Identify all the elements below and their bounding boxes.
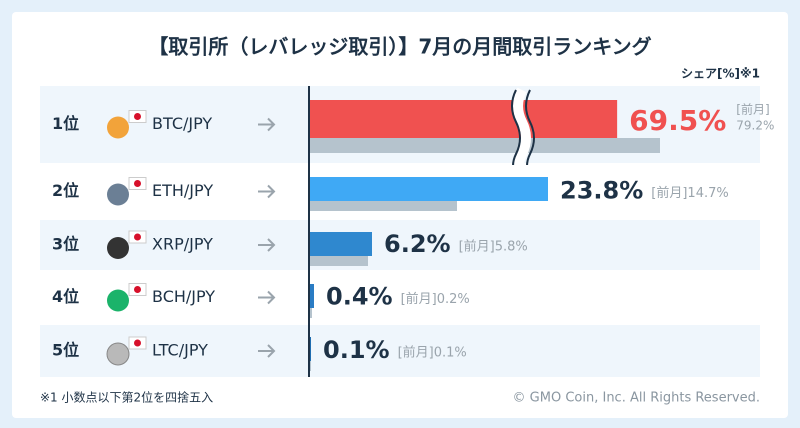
prev-name: [前月] [459, 239, 495, 255]
bar [310, 177, 548, 201]
coin-icon [107, 289, 129, 312]
value-label: 6.2% [384, 230, 451, 258]
prev-name: [前月] [398, 345, 434, 361]
coin-icon [106, 342, 130, 366]
prev-bar [310, 308, 312, 318]
coin-icon [107, 116, 129, 139]
pair: BTC/JPY [152, 114, 212, 133]
value-label: 0.1% [323, 336, 390, 364]
flag-dot [134, 180, 141, 187]
prev-name: [前月] [736, 102, 769, 117]
bar [310, 337, 311, 361]
footnote: ※1 小数点以下第2位を四捨五入 [40, 390, 213, 405]
rank: 2位 [52, 181, 79, 200]
prev-name: [前月] [401, 291, 437, 307]
rank: 1位 [52, 114, 79, 133]
prev-value-label: 14.7% [687, 186, 728, 201]
prev-bar [310, 256, 368, 266]
value-label: 23.8% [560, 177, 643, 205]
copyright: © GMO Coin, Inc. All Rights Reserved. [513, 391, 760, 406]
bar [310, 232, 372, 256]
unit-label: シェア[%]※1 [681, 67, 760, 81]
value-label: 69.5% [629, 104, 726, 137]
flag-dot [134, 339, 141, 347]
coin-icon [107, 237, 129, 259]
flag-dot [134, 286, 141, 293]
bar [310, 100, 618, 138]
prev-value-label: 0.2% [437, 292, 470, 307]
arrow [258, 290, 276, 305]
flag-dot [134, 113, 141, 120]
row-bg [40, 272, 760, 323]
bar [310, 284, 314, 308]
row-bg [40, 220, 760, 270]
arrow [258, 238, 276, 252]
prev-bar [310, 201, 457, 211]
arrow [258, 344, 276, 358]
rank: 5位 [52, 341, 79, 360]
prev-value-label: 5.8% [495, 240, 528, 255]
value-label: 0.4% [326, 283, 393, 311]
arrow [258, 184, 276, 199]
prev-bar [310, 361, 311, 371]
pair: LTC/JPY [152, 341, 208, 360]
pair: ETH/JPY [152, 181, 213, 200]
pair: BCH/JPY [152, 287, 215, 306]
coin-icon [107, 183, 129, 206]
prev-bar [310, 138, 660, 153]
prev-value-label: 79.2% [736, 119, 774, 133]
row-bg [40, 325, 760, 377]
flag-dot [134, 233, 141, 241]
prev-name: [前月] [651, 185, 687, 201]
chart-title: 【取引所（レバレッジ取引）】7月の月間取引ランキング [148, 35, 651, 59]
prev-value-label: 0.1% [434, 346, 467, 361]
rank: 4位 [52, 287, 79, 306]
rank: 3位 [52, 235, 79, 254]
arrow [258, 117, 276, 132]
pair: XRP/JPY [152, 235, 213, 254]
